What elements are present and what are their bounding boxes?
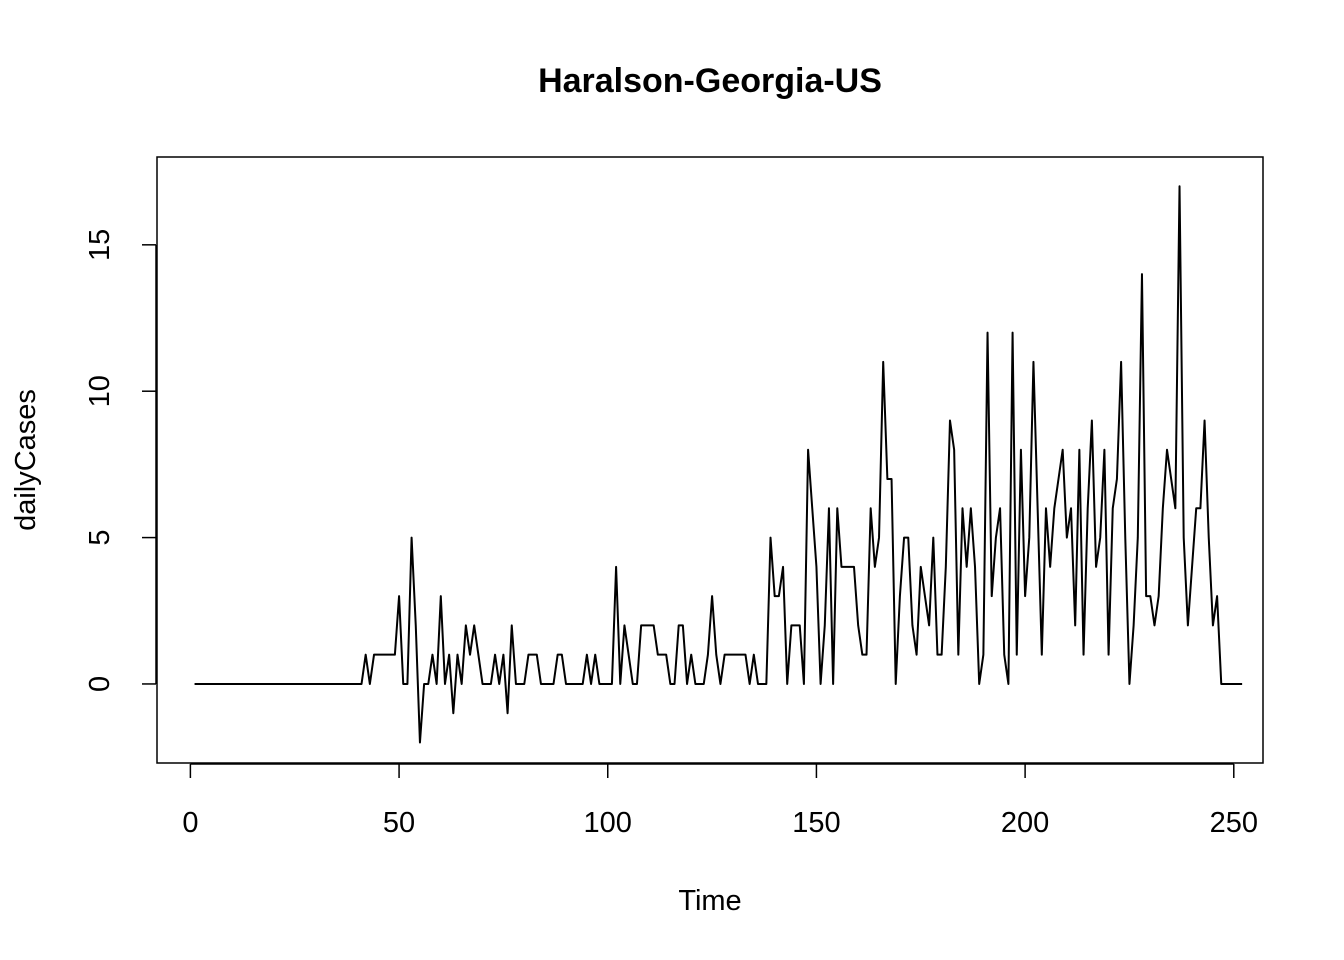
series-line-daily-cases — [194, 185, 1243, 744]
y-tick-label: 10 — [84, 375, 116, 407]
y-axis: 0 5 10 15 — [84, 229, 157, 692]
y-tick-label: 0 — [84, 676, 116, 692]
x-tick-label: 0 — [182, 807, 198, 839]
x-tick-label: 100 — [584, 807, 632, 839]
x-tick-label: 200 — [1001, 807, 1049, 839]
x-tick-label: 50 — [383, 807, 415, 839]
x-axis: 0 50 100 150 200 250 — [182, 763, 1258, 839]
y-tick-label: 5 — [84, 530, 116, 546]
x-tick-label: 250 — [1210, 807, 1258, 839]
y-tick-label: 15 — [84, 229, 116, 261]
x-tick-label: 150 — [792, 807, 840, 839]
chart-title: Haralson-Georgia-US — [538, 62, 882, 100]
plot-frame — [156, 156, 1264, 764]
x-axis-label: Time — [678, 885, 741, 917]
y-axis-label: dailyCases — [10, 389, 42, 531]
